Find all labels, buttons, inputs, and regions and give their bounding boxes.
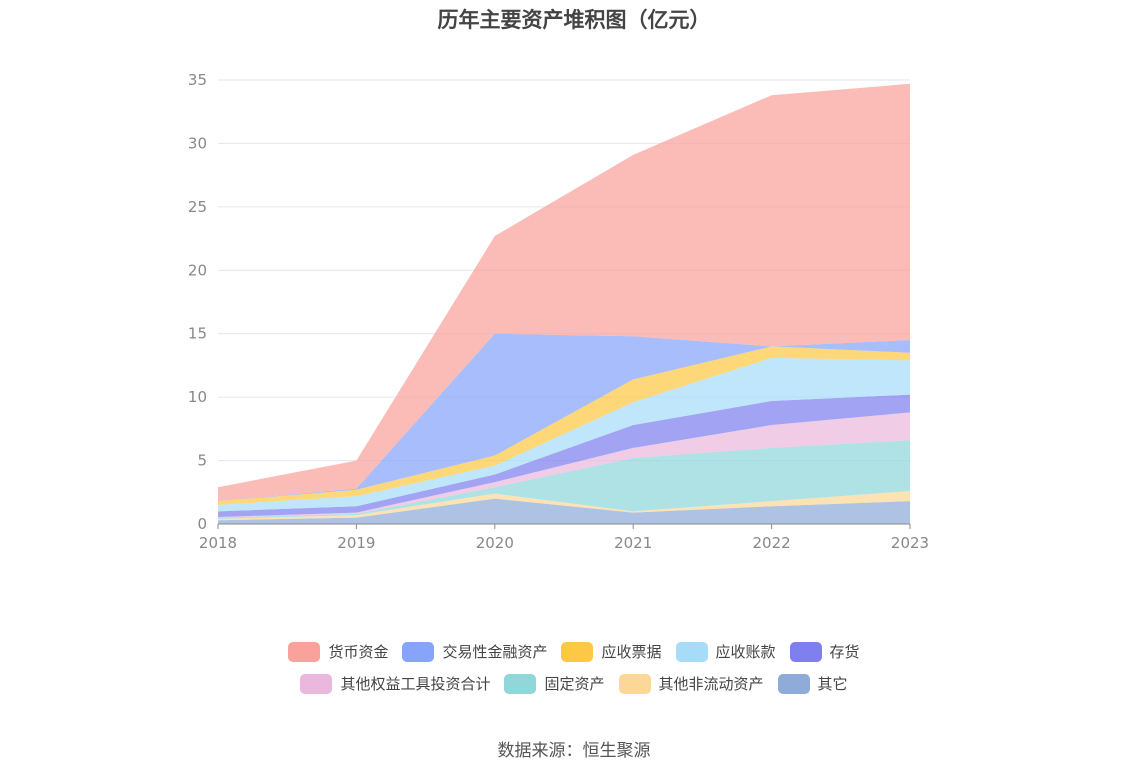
data-source: 数据来源：恒生聚源 [497, 741, 651, 761]
legend-label: 其它 [817, 675, 848, 693]
area-固定资产 [218, 440, 910, 519]
area-其他非流动资产 [218, 491, 910, 521]
legend-label: 应收账款 [715, 643, 776, 661]
legend-swatch [675, 641, 708, 662]
legend-item[interactable]: 固定资产 [504, 673, 605, 694]
legend-row-1: 货币资金 交易性金融资产 应收票据 应收账款 存货 [0, 641, 1148, 662]
legend-label: 存货 [829, 643, 860, 661]
y-tick-label: 25 [188, 198, 207, 216]
y-tick-label: 10 [188, 388, 207, 406]
legend-item[interactable]: 应收账款 [675, 641, 776, 662]
legend-swatch [777, 673, 810, 694]
legend-item[interactable]: 存货 [789, 641, 860, 662]
area-其它 [218, 498, 910, 524]
x-tick-label: 2020 [476, 534, 514, 552]
x-tick-label: 2018 [199, 534, 237, 552]
legend-label: 应收票据 [601, 643, 662, 661]
x-tick-label: 2023 [891, 534, 929, 552]
legend-swatch [300, 673, 333, 694]
y-tick-label: 30 [188, 134, 207, 152]
legend-item[interactable]: 其他非流动资产 [618, 673, 764, 694]
y-tick-label: 20 [188, 261, 207, 279]
legend-swatch [789, 641, 822, 662]
area-交易性金融资产 [218, 333, 910, 502]
legend-swatch [504, 673, 537, 694]
legend-item[interactable]: 应收票据 [561, 641, 662, 662]
y-tick-label: 5 [197, 452, 207, 470]
area-series-layer [218, 83, 910, 524]
legend-label: 货币资金 [328, 643, 389, 661]
axes: 0 5 10 15 20 25 30 35 2018 2019 2020 2021 2022 2023 [188, 71, 929, 552]
x-tick-label: 2022 [753, 534, 791, 552]
legend-item[interactable]: 其他权益工具投资合计 [300, 673, 490, 694]
area-其他权益工具投资合计 [218, 412, 910, 518]
chart-title: 历年主要资产堆积图（亿元） [437, 8, 711, 32]
area-应收账款 [218, 357, 910, 512]
x-tick-label: 2021 [614, 534, 652, 552]
legend-label: 固定资产 [544, 675, 605, 693]
legend-swatch [288, 641, 321, 662]
legend-item[interactable]: 货币资金 [288, 641, 388, 662]
area-应收票据 [218, 346, 910, 505]
legend-item[interactable]: 交易性金融资产 [402, 641, 547, 662]
y-tick-label: 15 [188, 325, 207, 343]
legend-swatch [561, 641, 594, 662]
area-货币资金 [218, 83, 910, 502]
stacked-area-chart: 0 5 10 15 20 25 30 35 2018 2019 2020 2021 2022 2023 [188, 71, 929, 552]
legend-label: 其他权益工具投资合计 [340, 675, 491, 693]
y-tick-label: 35 [188, 71, 207, 89]
x-tick-label: 2019 [337, 534, 375, 552]
legend-swatch [402, 641, 435, 662]
legend-row-2: 其他权益工具投资合计 固定资产 其他非流动资产 其它 [0, 673, 1148, 694]
legend-swatch [618, 673, 651, 694]
legend-label: 其他非流动资产 [658, 675, 764, 693]
legend-item[interactable]: 其它 [777, 673, 848, 694]
area-存货 [218, 394, 910, 518]
y-tick-label: 0 [197, 515, 207, 533]
legend-label: 交易性金融资产 [442, 643, 548, 661]
